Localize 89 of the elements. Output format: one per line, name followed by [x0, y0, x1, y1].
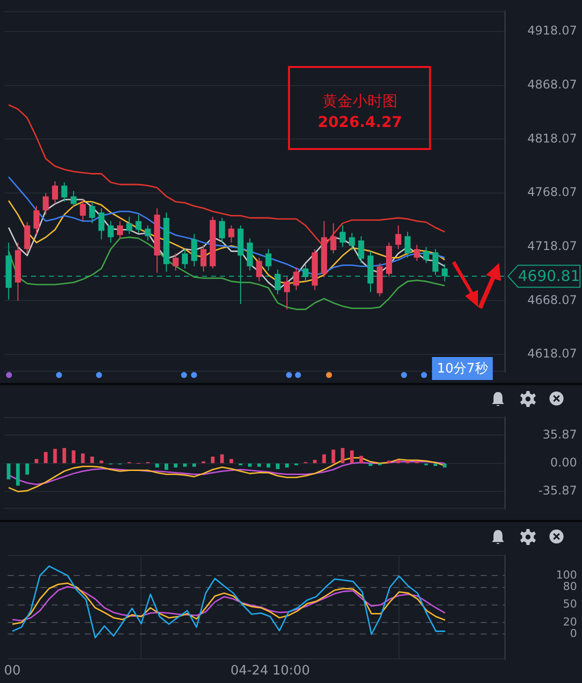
candlestick [293, 266, 300, 290]
bar [248, 463, 252, 467]
bar [368, 463, 372, 466]
bar [100, 460, 104, 464]
y-tick-label: 4718.07 [527, 238, 577, 253]
candlestick [33, 206, 40, 235]
candlestick [348, 232, 355, 251]
bar [210, 456, 215, 464]
y-tick-label: 100 [556, 568, 577, 582]
bar [322, 454, 326, 464]
bar [229, 459, 234, 464]
bar [44, 452, 48, 464]
candlestick [89, 201, 96, 224]
candlestick [70, 190, 77, 208]
bar [406, 460, 410, 464]
candlestick [340, 224, 346, 248]
bar [220, 454, 224, 464]
bar [434, 463, 438, 466]
candlestick [265, 248, 272, 272]
y-tick-label: 35.87 [542, 427, 577, 442]
candlestick [284, 276, 290, 310]
candlestick [191, 234, 198, 267]
bar [155, 463, 159, 468]
candlestick [108, 220, 114, 244]
bar [62, 448, 66, 464]
bar [183, 463, 187, 467]
candlestick [246, 238, 253, 272]
x-tick-label: 00 [4, 664, 21, 679]
y-tick-label: 4668.07 [527, 292, 577, 307]
bar [34, 459, 38, 464]
bar [285, 463, 289, 468]
candlestick [330, 222, 336, 254]
candlestick [432, 248, 438, 276]
y-tick-label: 0.00 [550, 455, 577, 470]
candlestick [52, 180, 58, 204]
bar [359, 456, 364, 464]
candlestick [136, 214, 142, 234]
candlestick [414, 244, 420, 262]
bar [350, 450, 354, 464]
bar [53, 448, 57, 464]
candlestick [395, 224, 402, 250]
bar [164, 463, 168, 470]
candlestick [358, 236, 364, 264]
bar [81, 454, 85, 464]
y-tick-label: 4818.07 [527, 131, 577, 146]
y-tick-label: -35.87 [538, 484, 577, 498]
candlestick [172, 252, 179, 272]
bar [332, 450, 336, 464]
candlestick [24, 222, 30, 254]
candlestick [404, 231, 411, 258]
bar [276, 463, 280, 470]
candlestick [42, 192, 49, 216]
candlestick [219, 217, 226, 244]
candlestick [256, 257, 262, 282]
bar [340, 448, 344, 464]
bar [6, 463, 10, 480]
bar [266, 463, 270, 468]
bar [257, 463, 261, 467]
text: 2026.4.27 [318, 112, 402, 131]
bar [442, 463, 447, 468]
candlestick [200, 244, 206, 272]
bar [25, 463, 30, 475]
bar [174, 463, 178, 468]
candlestick [61, 182, 68, 202]
y-tick-label: 20 [563, 615, 577, 628]
candlestick [116, 220, 123, 239]
bar [16, 463, 20, 486]
candlestick [126, 216, 132, 235]
ref-line-label: 4690.81 [518, 267, 580, 286]
candlestick [423, 246, 430, 264]
bar [90, 456, 94, 464]
candlestick [80, 199, 86, 222]
y-tick-label: 4618.07 [527, 346, 577, 361]
candlestick [144, 224, 151, 241]
y-tick-label: 4768.07 [527, 185, 577, 200]
bar [387, 460, 391, 464]
annotation: 10分7秒 [436, 361, 488, 376]
y-tick-label: 80 [563, 580, 577, 594]
bar [72, 450, 76, 464]
candlestick [228, 224, 234, 244]
y-tick-label: 4918.07 [527, 24, 577, 38]
text: 黄金小时图 [322, 92, 398, 110]
bar [192, 463, 196, 467]
x-tick-label: 04-24 10:00 [230, 664, 310, 679]
candlestick [98, 208, 104, 240]
y-tick-label: 0 [570, 627, 577, 640]
y-tick-label: 50 [563, 598, 577, 611]
candlestick [182, 248, 188, 269]
y-tick-label: 4868.07 [527, 78, 577, 92]
